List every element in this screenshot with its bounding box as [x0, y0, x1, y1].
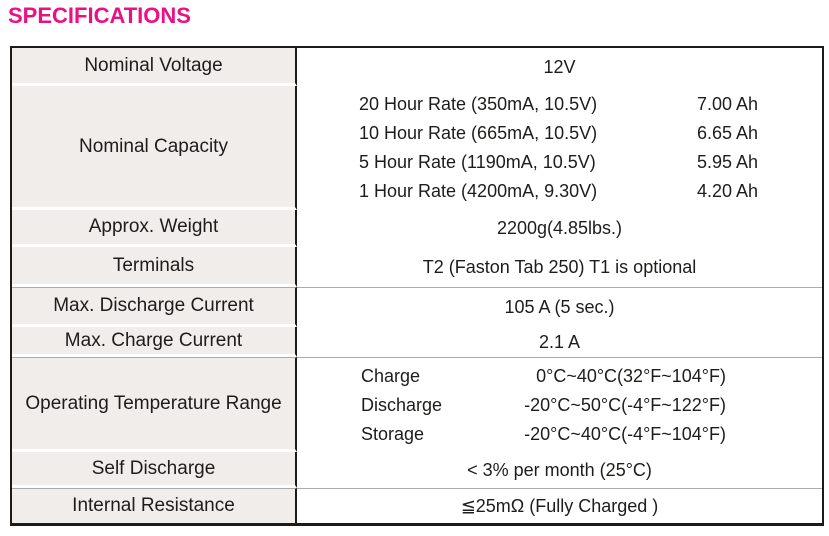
row-value-nominal-capacity: 20 Hour Rate (350mA, 10.5V) 7.00 Ah 10 H… [297, 86, 822, 210]
temperature-line: Discharge -20°C~50°C(-4°F~122°F) [361, 391, 726, 420]
row-value-approx-weight: 2200g(4.85lbs.) [297, 210, 822, 247]
row-label-operating-temperature-range: Operating Temperature Range [12, 357, 297, 452]
specifications-table: Nominal Voltage 12V Nominal Capacity 20 … [10, 46, 824, 526]
capacity-rate-value: 6.65 Ah [696, 123, 758, 143]
capacity-line: 5 Hour Rate (1190mA, 10.5V) 5.95 Ah [359, 148, 758, 177]
temperature-range: 0°C~40°C(32°F~104°F) [536, 365, 726, 386]
temperature-mode: Discharge [361, 394, 443, 415]
capacity-rate-desc: 1 Hour Rate (4200mA, 9.30V) [359, 181, 598, 201]
row-label-nominal-voltage: Nominal Voltage [12, 48, 297, 86]
temperature-mode: Storage [361, 423, 425, 444]
row-value-operating-temperature-range: Charge 0°C~40°C(32°F~104°F) Discharge -2… [297, 357, 822, 452]
row-label-self-discharge: Self Discharge [12, 452, 297, 488]
row-value-internal-resistance: ≦25mΩ (Fully Charged ) [297, 488, 822, 523]
capacity-rate-value: 5.95 Ah [696, 152, 758, 172]
capacity-line: 1 Hour Rate (4200mA, 9.30V) 4.20 Ah [359, 177, 758, 206]
temperature-range: -20°C~50°C(-4°F~122°F) [524, 394, 726, 415]
row-value-self-discharge: < 3% per month (25°C) [297, 452, 822, 488]
temperature-mode: Charge [361, 365, 421, 386]
row-label-internal-resistance: Internal Resistance [12, 488, 297, 523]
capacity-rate-value: 7.00 Ah [696, 94, 758, 114]
row-value-terminals: T2 (Faston Tab 250) T1 is optional [297, 247, 822, 287]
page-title: SPECIFICATIONS [8, 3, 191, 28]
capacity-rate-value: 4.20 Ah [696, 181, 758, 201]
row-label-terminals: Terminals [12, 247, 297, 287]
temperature-line: Storage -20°C~40°C(-4°F~104°F) [361, 420, 726, 449]
capacity-rate-desc: 20 Hour Rate (350mA, 10.5V) [359, 94, 598, 114]
row-value-nominal-voltage: 12V [297, 48, 822, 86]
temperature-line: Charge 0°C~40°C(32°F~104°F) [361, 362, 726, 391]
capacity-line: 10 Hour Rate (665mA, 10.5V) 6.65 Ah [359, 119, 758, 148]
temperature-range: -20°C~40°C(-4°F~104°F) [524, 423, 726, 444]
capacity-rate-desc: 10 Hour Rate (665mA, 10.5V) [359, 123, 598, 143]
capacity-line: 20 Hour Rate (350mA, 10.5V) 7.00 Ah [359, 90, 758, 119]
row-label-max-discharge-current: Max. Discharge Current [12, 287, 297, 327]
row-label-nominal-capacity: Nominal Capacity [12, 86, 297, 210]
row-value-max-charge-current: 2.1 A [297, 327, 822, 357]
row-label-max-charge-current: Max. Charge Current [12, 327, 297, 357]
row-value-max-discharge-current: 105 A (5 sec.) [297, 287, 822, 327]
row-label-approx-weight: Approx. Weight [12, 210, 297, 247]
capacity-rate-desc: 5 Hour Rate (1190mA, 10.5V) [359, 152, 596, 172]
